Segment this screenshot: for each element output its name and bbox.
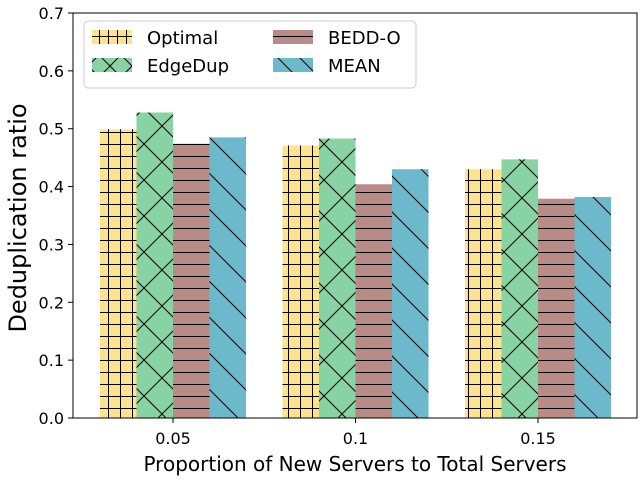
y-axis-label: Deduplication ratio <box>4 103 32 332</box>
bar-mean-0.1 <box>392 169 429 418</box>
axes-layer: 0.0 0.1 0.2 0.3 0.4 0.5 0.6 0.7 0.05 0.1 0.15 <box>39 4 638 448</box>
legend-swatch-optimal <box>92 30 132 44</box>
bar-optimal-0.05 <box>100 129 137 419</box>
y-tick-label: 0.1 <box>39 351 64 370</box>
y-tick-label: 0.7 <box>39 4 64 23</box>
bar-edgedup-0.1 <box>319 138 356 419</box>
legend-swatch-bedd-o <box>273 30 313 44</box>
y-tick-label: 0.4 <box>39 178 64 197</box>
bar-mean-0.15 <box>574 196 611 418</box>
y-tick-label: 0.6 <box>39 62 64 81</box>
bar-bedd-o-0.05 <box>173 143 210 418</box>
y-tick-label: 0.2 <box>39 293 64 312</box>
bar-optimal-0.15 <box>465 169 502 418</box>
legend: Optimal EdgeDup BEDD-O MEAN <box>83 20 417 89</box>
bar-edgedup-0.05 <box>136 112 173 418</box>
x-axis-label: Proportion of New Servers to Total Serve… <box>143 452 566 476</box>
bars-layer <box>100 112 611 419</box>
bar-mean-0.05 <box>209 137 246 418</box>
legend-label-edgedup: EdgeDup <box>147 56 229 77</box>
y-tick-label: 0.5 <box>39 120 64 139</box>
legend-label-bedd-o: BEDD-O <box>328 28 401 49</box>
x-tick-label: 0.1 <box>343 429 368 448</box>
bar-optimal-0.1 <box>282 145 319 418</box>
x-tick-label: 0.15 <box>520 429 556 448</box>
legend-label-mean: MEAN <box>328 56 381 77</box>
legend-box <box>83 20 417 89</box>
legend-label-optimal: Optimal <box>147 28 218 49</box>
bar-edgedup-0.15 <box>501 159 538 418</box>
x-tick-label: 0.05 <box>155 429 191 448</box>
bar-bedd-o-0.1 <box>355 184 392 418</box>
bar-bedd-o-0.15 <box>538 198 575 418</box>
y-tick-label: 0.0 <box>39 409 64 428</box>
legend-swatch-mean <box>273 58 313 72</box>
y-tick-label: 0.3 <box>39 235 64 254</box>
legend-swatch-edgedup <box>92 58 132 72</box>
